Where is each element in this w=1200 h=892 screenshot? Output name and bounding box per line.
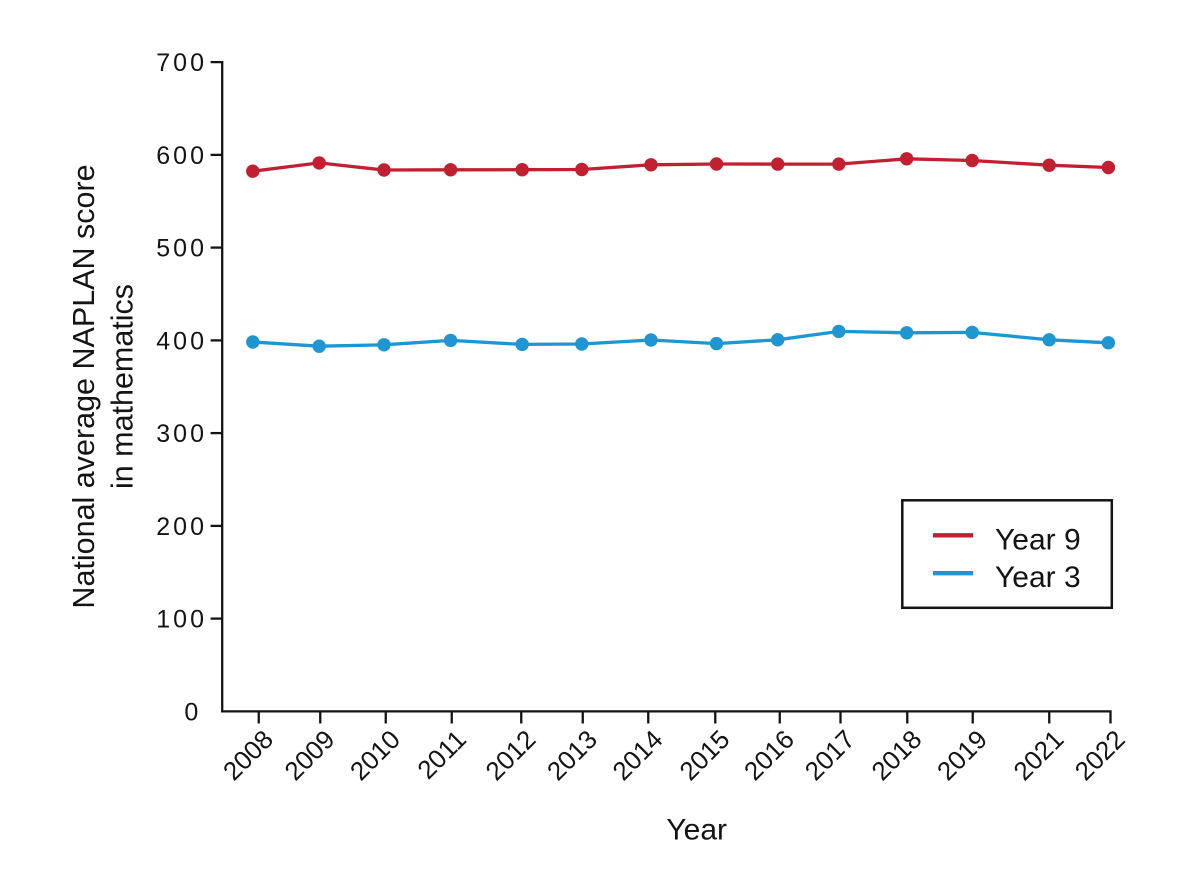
svg-text:2021: 2021 <box>1007 724 1069 786</box>
svg-text:National average NAPLAN score: National average NAPLAN score <box>67 164 101 608</box>
svg-text:0: 0 <box>184 699 201 727</box>
svg-text:2019: 2019 <box>931 724 993 786</box>
svg-text:2014: 2014 <box>606 724 668 786</box>
svg-text:2010: 2010 <box>344 724 406 786</box>
svg-text:2011: 2011 <box>411 724 472 785</box>
svg-text:300: 300 <box>156 420 207 448</box>
svg-text:200: 200 <box>156 513 207 541</box>
svg-text:Year: Year <box>666 814 727 847</box>
svg-text:2017: 2017 <box>799 724 861 786</box>
svg-text:in mathematics: in mathematics <box>106 284 140 489</box>
svg-text:2008: 2008 <box>217 724 279 786</box>
svg-text:2016: 2016 <box>738 724 800 786</box>
svg-text:Year 9: Year 9 <box>995 523 1081 556</box>
svg-text:2013: 2013 <box>541 724 603 786</box>
svg-text:2015: 2015 <box>673 724 735 786</box>
svg-text:500: 500 <box>156 235 207 263</box>
svg-text:400: 400 <box>156 328 207 356</box>
svg-text:2018: 2018 <box>865 724 927 786</box>
svg-text:2009: 2009 <box>278 724 340 786</box>
svg-text:2012: 2012 <box>479 724 541 786</box>
svg-text:700: 700 <box>156 49 207 77</box>
svg-text:Year 3: Year 3 <box>995 561 1081 594</box>
svg-text:600: 600 <box>156 142 207 170</box>
svg-text:100: 100 <box>156 606 207 634</box>
svg-text:2022: 2022 <box>1069 724 1131 786</box>
